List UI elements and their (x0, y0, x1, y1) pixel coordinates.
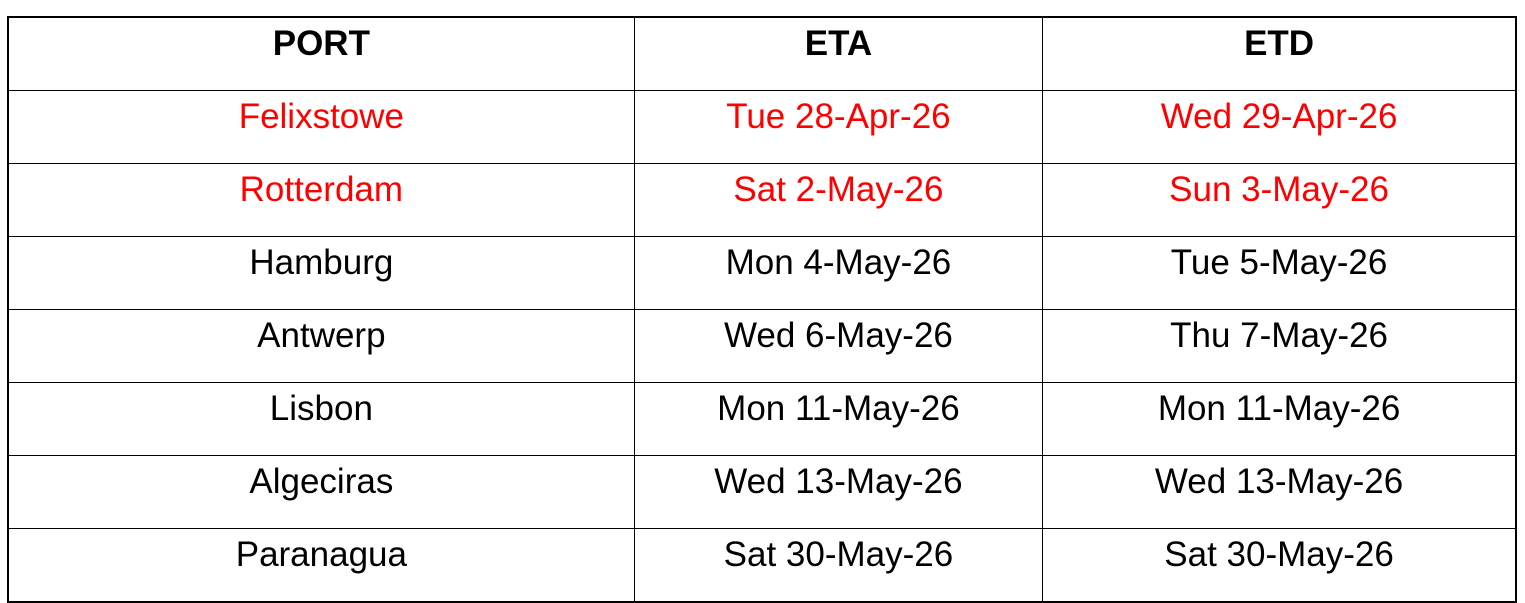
cell-etd: Tue 5-May-26 (1042, 236, 1517, 310)
header-row: PORT ETA ETD (7, 16, 1517, 91)
cell-eta: Sat 30-May-26 (633, 528, 1044, 603)
header-port: PORT (7, 16, 635, 91)
table-row: Antwerp Wed 6-May-26 Thu 7-May-26 (7, 309, 1517, 383)
cell-eta: Mon 11-May-26 (633, 382, 1044, 456)
cell-port: Lisbon (7, 382, 635, 456)
table-row: Lisbon Mon 11-May-26 Mon 11-May-26 (7, 382, 1517, 456)
cell-etd: Thu 7-May-26 (1042, 309, 1517, 383)
cell-eta: Wed 6-May-26 (633, 309, 1044, 383)
cell-eta: Mon 4-May-26 (633, 236, 1044, 310)
cell-port: Rotterdam (7, 163, 635, 237)
header-etd: ETD (1042, 16, 1517, 91)
cell-etd: Sat 30-May-26 (1042, 528, 1517, 603)
table-row: Felixstowe Tue 28-Apr-26 Wed 29-Apr-26 (7, 90, 1517, 164)
cell-port: Hamburg (7, 236, 635, 310)
cell-eta: Wed 13-May-26 (633, 455, 1044, 529)
cell-port: Algeciras (7, 455, 635, 529)
cell-port: Paranagua (7, 528, 635, 603)
port-schedule-table: PORT ETA ETD Felixstowe Tue 28-Apr-26 Wed … (7, 16, 1517, 603)
cell-etd: Mon 11-May-26 (1042, 382, 1517, 456)
cell-etd: Wed 29-Apr-26 (1042, 90, 1517, 164)
cell-port: Felixstowe (7, 90, 635, 164)
table-row: Rotterdam Sat 2-May-26 Sun 3-May-26 (7, 163, 1517, 237)
table-row: Paranagua Sat 30-May-26 Sat 30-May-26 (7, 528, 1517, 603)
table-row: Algeciras Wed 13-May-26 Wed 13-May-26 (7, 455, 1517, 529)
cell-eta: Sat 2-May-26 (633, 163, 1044, 237)
cell-etd: Wed 13-May-26 (1042, 455, 1517, 529)
cell-port: Antwerp (7, 309, 635, 383)
table-row: Hamburg Mon 4-May-26 Tue 5-May-26 (7, 236, 1517, 310)
header-eta: ETA (633, 16, 1044, 91)
cell-etd: Sun 3-May-26 (1042, 163, 1517, 237)
cell-eta: Tue 28-Apr-26 (633, 90, 1044, 164)
